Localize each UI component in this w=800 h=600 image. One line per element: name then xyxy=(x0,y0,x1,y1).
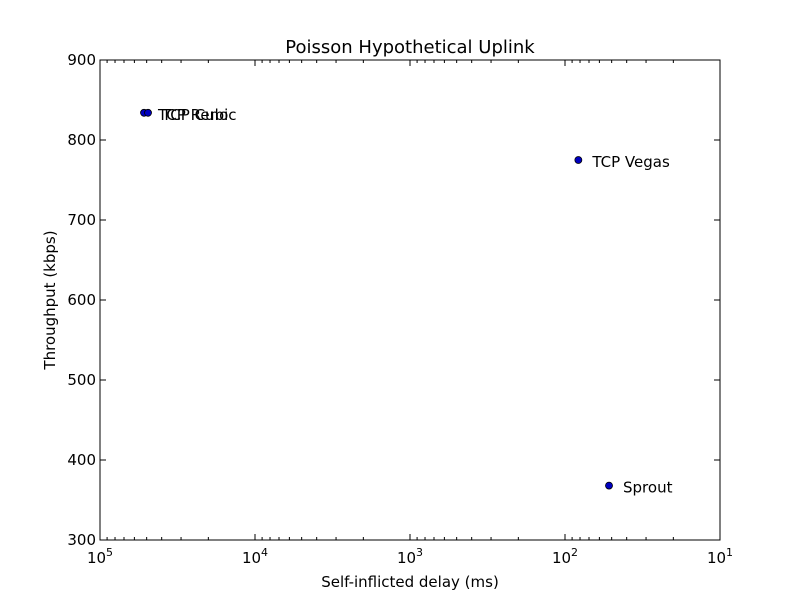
y-tick-label: 300 xyxy=(67,531,96,549)
y-tick-label: 900 xyxy=(67,51,96,69)
x-tick-label: 103 xyxy=(397,546,423,567)
ticks: 105 104 103 102 101 300 400 500 600 700 800 900 xyxy=(67,51,733,567)
y-axis-label: Throughput (kbps) xyxy=(41,230,59,370)
x-tick-label: 102 xyxy=(552,546,578,567)
scatter-point xyxy=(574,156,583,164)
y-tick-label: 500 xyxy=(67,371,96,389)
x-axis-label: Self-inflicted delay (ms) xyxy=(321,573,499,591)
y-tick-label: 800 xyxy=(67,131,96,149)
chart-title: Poisson Hypothetical Uplink xyxy=(285,37,535,58)
point-label: TCP Vegas xyxy=(591,153,670,171)
y-tick-label: 400 xyxy=(67,451,96,469)
x-tick-label: 101 xyxy=(707,546,733,567)
point-label: TCP Reno xyxy=(157,106,228,124)
x-tick-label: 104 xyxy=(242,546,268,567)
plot-frame xyxy=(99,59,721,541)
y-tick-label: 600 xyxy=(67,291,96,309)
point-label: Sprout xyxy=(623,479,673,497)
point-label: TCP Cubic xyxy=(161,106,237,124)
x-tick-label: 105 xyxy=(87,546,113,567)
y-tick-label: 700 xyxy=(67,211,96,229)
scatter-point xyxy=(144,108,152,117)
scatter-point xyxy=(605,481,613,490)
